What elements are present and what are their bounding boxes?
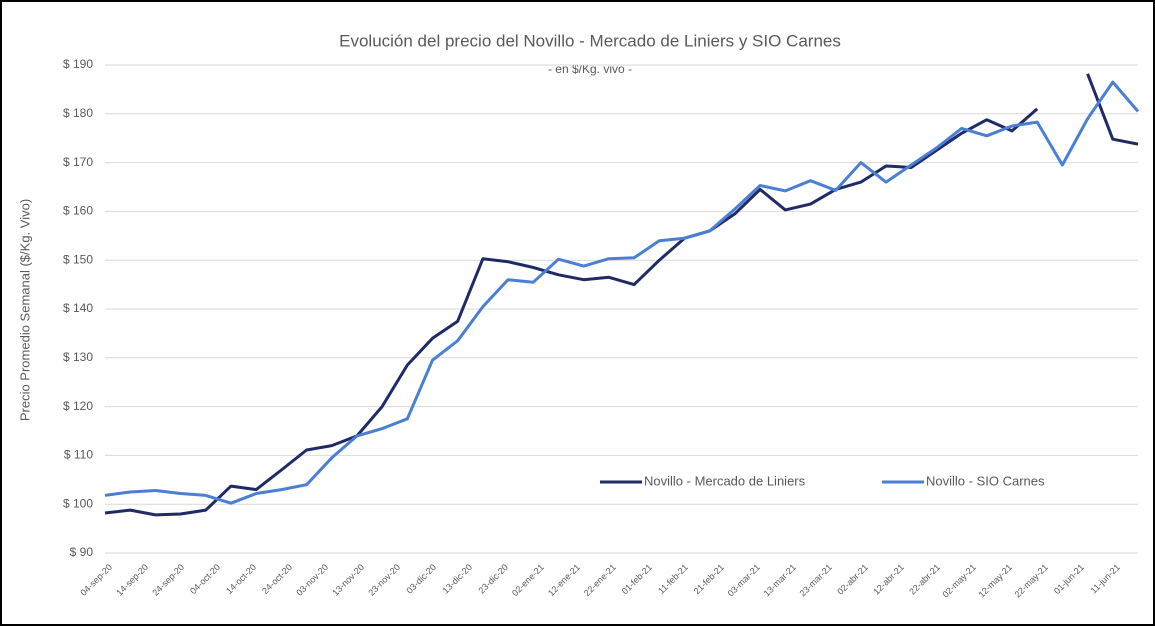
legend-label: Novillo - SIO Carnes <box>926 473 1045 488</box>
series-line <box>104 80 1140 505</box>
legend-label: Novillo - Mercado de Liniers <box>644 473 806 488</box>
series-line <box>104 73 1139 517</box>
y-tick-label: $ 160 <box>63 204 93 218</box>
y-tick-label: $ 130 <box>63 350 93 364</box>
y-axis-title: Precio Promedio Semanal ($/Kg. Vivo) <box>17 199 32 421</box>
y-tick-label: $ 90 <box>70 545 94 559</box>
y-tick-label: $ 100 <box>63 496 93 510</box>
y-tick-label: $ 140 <box>63 301 93 315</box>
chart-title: Evolución del precio del Novillo - Merca… <box>339 31 841 50</box>
y-tick-label: $ 170 <box>63 155 93 169</box>
chart-subtitle: - en $/Kg. vivo - <box>548 62 632 76</box>
y-tick-label: $ 150 <box>63 252 93 266</box>
y-tick-label: $ 120 <box>63 399 93 413</box>
y-tick-label: $ 190 <box>63 57 93 71</box>
y-tick-label: $ 110 <box>64 448 93 462</box>
y-tick-label: $ 180 <box>63 106 93 120</box>
